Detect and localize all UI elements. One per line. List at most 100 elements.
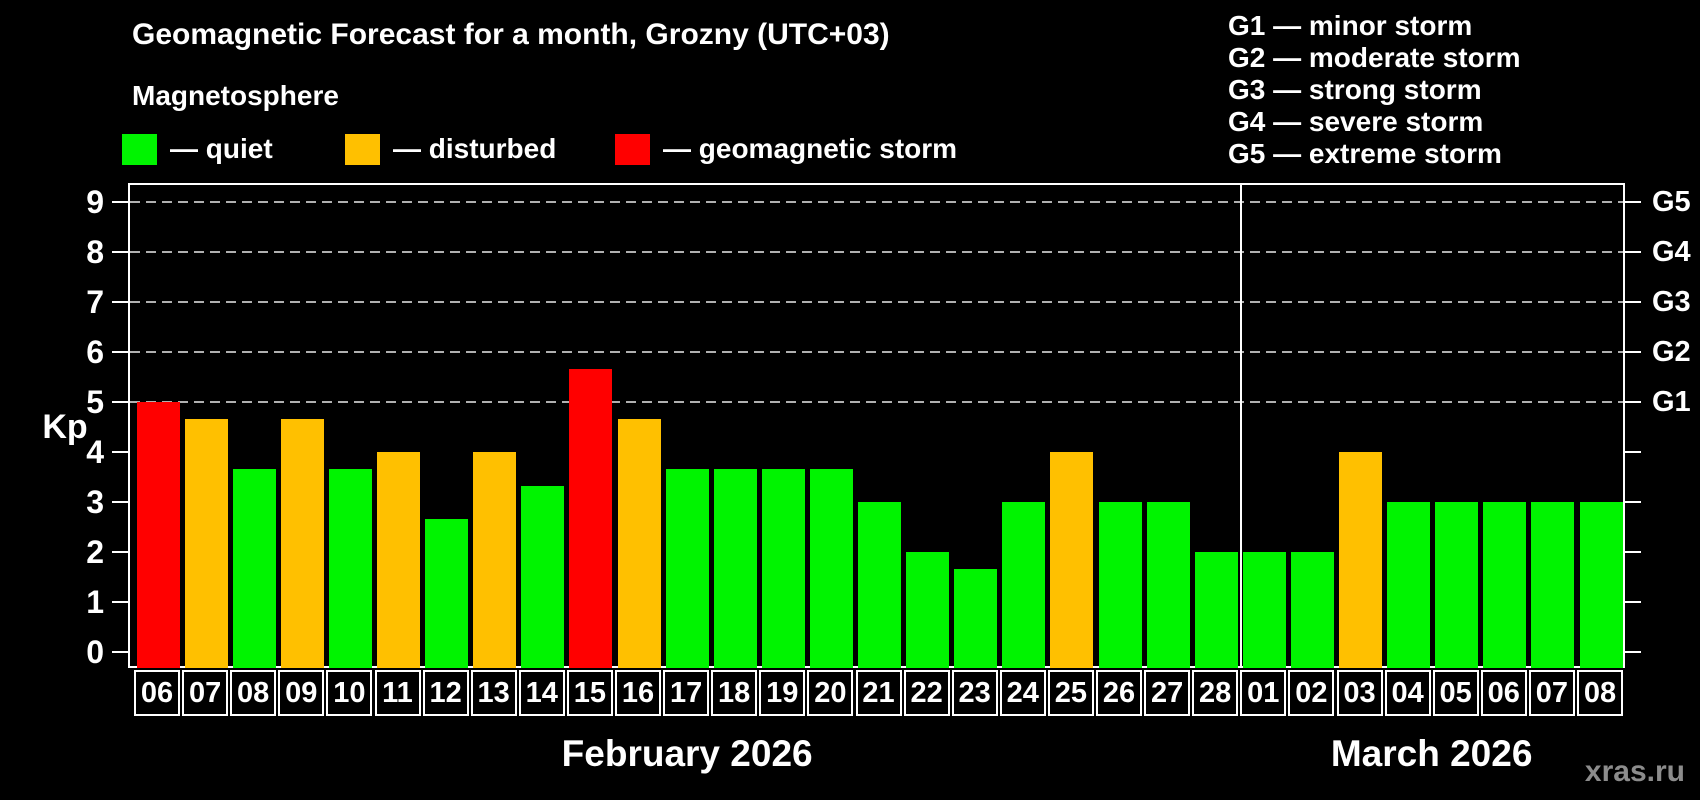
kp-bar bbox=[1194, 552, 1238, 668]
kp-bar bbox=[809, 468, 853, 668]
kp-bar bbox=[1290, 552, 1334, 668]
g-legend-line: G5 — extreme storm bbox=[1228, 138, 1502, 169]
day-label: 19 bbox=[759, 670, 806, 716]
plot-area bbox=[128, 183, 1625, 668]
day-label: 18 bbox=[711, 670, 758, 716]
kp-bar bbox=[906, 552, 950, 668]
kp-bar bbox=[280, 418, 324, 668]
gridline-kp8 bbox=[130, 251, 1623, 253]
month-separator-line bbox=[1240, 185, 1242, 666]
legend-item-storm: — geomagnetic storm bbox=[615, 133, 957, 165]
day-label: 01 bbox=[1240, 670, 1287, 716]
day-label: 03 bbox=[1336, 670, 1383, 716]
y-axis-tick bbox=[112, 351, 128, 353]
g-legend-line: G3 — strong storm bbox=[1228, 74, 1482, 105]
legend-swatch-disturbed bbox=[345, 133, 380, 165]
g-level-label: G4 bbox=[1652, 236, 1691, 268]
kp-bar bbox=[858, 502, 901, 668]
month-label-0: February 2026 bbox=[561, 733, 813, 774]
kp-bar bbox=[1242, 552, 1286, 668]
y-axis-tick bbox=[112, 451, 128, 453]
kp-bar bbox=[377, 452, 420, 668]
legend-label-disturbed: — disturbed bbox=[393, 133, 557, 164]
y-axis-tick bbox=[112, 401, 128, 403]
g-level-label: G2 bbox=[1652, 336, 1691, 368]
kp-bar bbox=[713, 468, 757, 668]
y-axis-tick-label: 0 bbox=[86, 634, 104, 670]
day-label: 13 bbox=[470, 670, 517, 716]
right-axis-tick bbox=[1625, 401, 1641, 403]
y-axis-tick-label: 6 bbox=[86, 334, 104, 370]
legend-item-quiet: — quiet bbox=[122, 133, 273, 165]
day-label: 23 bbox=[951, 670, 998, 716]
g-legend-line: G1 — minor storm bbox=[1228, 10, 1473, 41]
day-label: 26 bbox=[1096, 670, 1142, 716]
y-axis-tick bbox=[112, 651, 128, 653]
kp-bar bbox=[1050, 452, 1094, 668]
kp-bar bbox=[1146, 502, 1190, 668]
day-label: 28 bbox=[1192, 670, 1239, 716]
day-label: 27 bbox=[1144, 670, 1191, 716]
g-legend-line: G4 — severe storm bbox=[1228, 106, 1484, 137]
day-label: 17 bbox=[663, 670, 710, 716]
day-label: 07 bbox=[182, 670, 229, 716]
gridline-kp9 bbox=[130, 201, 1623, 203]
right-axis-tick bbox=[1625, 201, 1641, 203]
right-axis-tick bbox=[1625, 451, 1641, 453]
legend-item-disturbed: — disturbed bbox=[345, 133, 556, 165]
g-scale-legend: G1 — minor storm G2 — moderate storm G3 — … bbox=[1228, 10, 1521, 170]
kp-bar bbox=[665, 468, 709, 668]
kp-bar bbox=[761, 468, 805, 668]
gridline-kp7 bbox=[130, 301, 1623, 303]
kp-bar bbox=[1098, 502, 1142, 668]
day-label: 08 bbox=[1577, 670, 1623, 716]
g-level-label: G3 bbox=[1652, 286, 1691, 318]
right-axis-tick bbox=[1625, 601, 1641, 603]
y-axis-tick-label: 8 bbox=[86, 234, 104, 270]
legend-label-storm: — geomagnetic storm bbox=[663, 133, 958, 164]
kp-bar bbox=[425, 518, 469, 668]
day-label: 22 bbox=[903, 670, 950, 716]
kp-bar bbox=[1483, 502, 1527, 668]
legend-swatch-storm bbox=[615, 133, 650, 165]
right-axis-tick bbox=[1625, 551, 1641, 553]
day-label: 07 bbox=[1528, 670, 1575, 716]
y-axis-tick-label: 9 bbox=[86, 184, 104, 220]
month-label-1: March 2026 bbox=[1330, 733, 1533, 774]
day-label: 25 bbox=[1047, 670, 1094, 716]
day-label: 05 bbox=[1432, 670, 1479, 716]
chart-title: Geomagnetic Forecast for a month, Grozny… bbox=[132, 18, 890, 51]
day-label: 02 bbox=[1288, 670, 1335, 716]
g-level-label: G5 bbox=[1652, 186, 1691, 218]
day-label: 06 bbox=[134, 670, 180, 716]
day-label: 15 bbox=[566, 670, 613, 716]
day-label: 24 bbox=[999, 670, 1046, 716]
y-axis-tick bbox=[112, 251, 128, 253]
g-legend-line: G2 — moderate storm bbox=[1228, 42, 1521, 73]
y-axis-tick-label: 1 bbox=[86, 584, 104, 620]
y-axis-tick bbox=[112, 551, 128, 553]
y-axis-tick bbox=[112, 501, 128, 503]
kp-bar bbox=[521, 485, 565, 668]
day-label: 10 bbox=[326, 670, 373, 716]
gridline-kp5 bbox=[130, 401, 1623, 403]
legend-swatch-quiet bbox=[122, 133, 157, 165]
y-axis-tick-label: 5 bbox=[86, 384, 104, 420]
day-label: 20 bbox=[807, 670, 854, 716]
kp-bar bbox=[954, 568, 998, 668]
kp-bar bbox=[473, 452, 517, 668]
kp-bar bbox=[617, 418, 661, 668]
g-level-label: G1 bbox=[1652, 386, 1691, 418]
y-axis-tick-label: 3 bbox=[86, 484, 104, 520]
right-axis-tick bbox=[1625, 301, 1641, 303]
kp-bar bbox=[136, 402, 180, 668]
day-label: 14 bbox=[518, 670, 565, 716]
y-axis-tick-label: 7 bbox=[86, 284, 104, 320]
day-label: 08 bbox=[230, 670, 277, 716]
legend-label-quiet: — quiet bbox=[170, 133, 273, 164]
gridline-kp6 bbox=[130, 351, 1623, 353]
day-label: 11 bbox=[374, 670, 421, 716]
y-axis-tick bbox=[112, 601, 128, 603]
kp-bar bbox=[1387, 502, 1431, 668]
